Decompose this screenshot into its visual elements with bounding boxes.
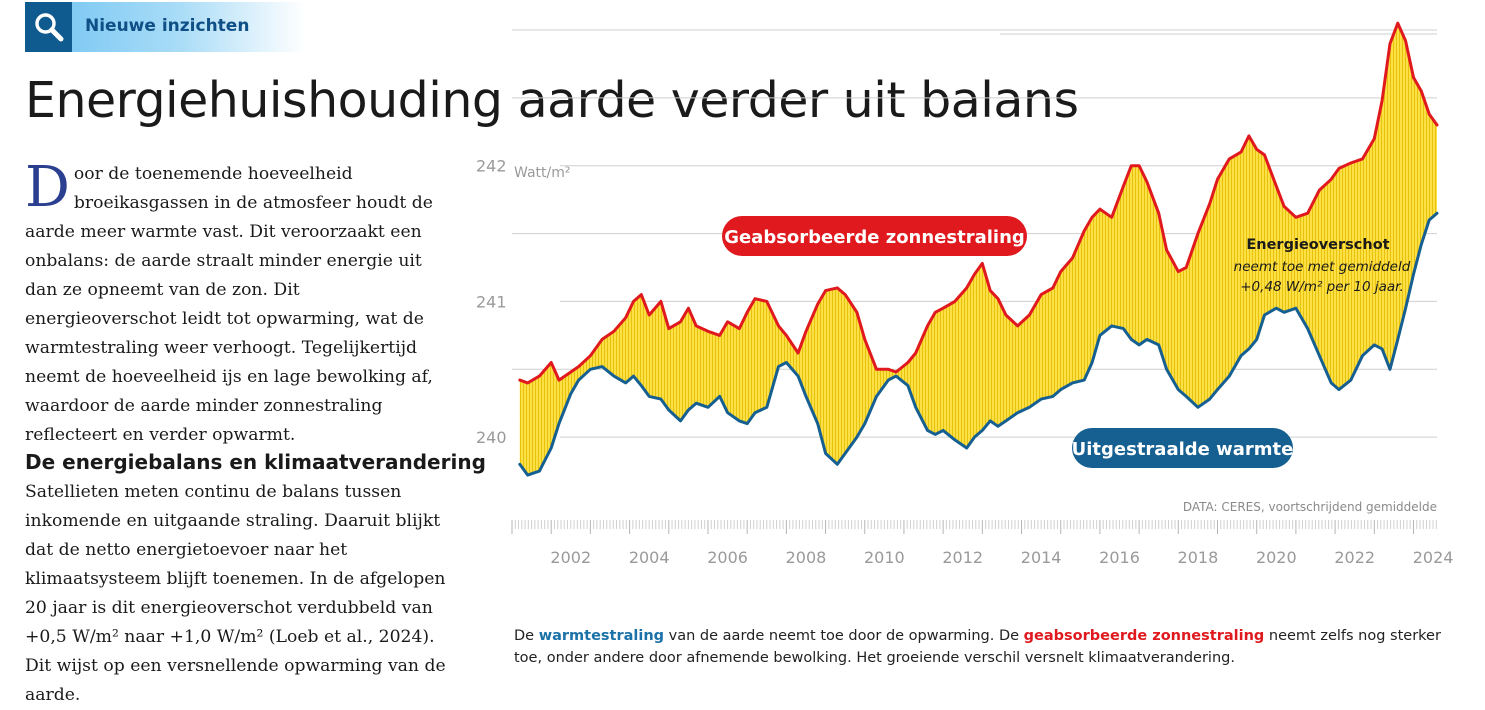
x-tick-label: 2010: [864, 548, 905, 567]
intro-text: oor de toenemende hoeveelheid broeikasga…: [25, 164, 433, 445]
absorbed-series-line: [518, 21, 1439, 385]
surplus-line-1: neemt toe met gemiddeld: [1234, 259, 1411, 275]
x-tick-label: 2012: [942, 548, 983, 567]
surplus-annotation: Energieoverschot neemt toe met gemiddeld…: [1234, 237, 1411, 295]
search-icon: [34, 13, 63, 42]
x-tick-label: 2024: [1413, 548, 1454, 567]
page-title: Energiehuishouding aarde verder uit bala…: [25, 72, 1079, 129]
y-tick-label: 241: [476, 292, 507, 311]
drop-cap: D: [25, 155, 70, 220]
surplus-fill: [519, 23, 1437, 476]
section-heading: De energiebalans en klimaatverandering: [25, 450, 486, 474]
surplus-area: [519, 23, 1437, 476]
chart-caption: De warmtestraling van de aarde neemt toe…: [514, 625, 1464, 669]
y-unit-label: Watt/m²: [514, 165, 570, 181]
surplus-title: Energieoverschot: [1246, 237, 1389, 253]
y-tick-label: 242: [476, 157, 507, 176]
x-tick-label: 2002: [550, 548, 591, 567]
caption-text-3: neemt zelfs nog sterker toe, onder ander…: [514, 628, 1441, 666]
x-tick-label: 2004: [629, 548, 670, 567]
tag-icon-box: [25, 2, 72, 52]
x-tick-label: 2016: [1099, 548, 1140, 567]
caption-keyword-absorbed: geabsorbeerde zonnestraling: [1023, 628, 1265, 644]
absorbed-label-pill: [722, 216, 1027, 256]
x-tick-label: 2018: [1178, 548, 1219, 567]
data-source: DATA: CERES, voortschrijdend gemiddelde: [1183, 500, 1437, 514]
series-lines: [518, 21, 1439, 477]
section-tag: Nieuwe inzichten: [25, 2, 305, 52]
x-tick-label: 2014: [1021, 548, 1062, 567]
caption-keyword-emitted: warmtestraling: [538, 628, 665, 644]
x-tick-label: 2008: [786, 548, 827, 567]
caption-text-1: De: [514, 628, 539, 644]
y-tick-label: 240: [476, 428, 507, 447]
absorbed-series-label: Geabsorbeerde zonnestraling: [722, 216, 1027, 256]
x-axis: 2002 2004 2006 2008 2010 2012 2014 2016 2018 2020…: [511, 520, 1454, 567]
tag-label: Nieuwe inzichten: [85, 16, 250, 36]
section-paragraph: Satellieten meten continu de balans tuss…: [25, 482, 446, 705]
y-axis-ticks: 240 241 242: [476, 157, 507, 447]
caption-text-2: van de aarde neemt toe door de opwarming…: [664, 628, 1024, 644]
emitted-label-text: Uitgestraalde warmte: [1072, 439, 1294, 460]
surplus-line-2: +0,48 W/m² per 10 jaar.: [1240, 279, 1404, 295]
absorbed-label-text: Geabsorbeerde zonnestraling: [724, 227, 1025, 248]
x-tick-label: 2020: [1256, 548, 1297, 567]
x-tick-label: 2006: [707, 548, 748, 567]
emitted-series-line: [518, 211, 1439, 477]
x-tick-label: 2022: [1334, 548, 1375, 567]
emitted-label-pill: [1072, 428, 1293, 468]
emitted-series-label: Uitgestraalde warmte: [1072, 428, 1294, 468]
